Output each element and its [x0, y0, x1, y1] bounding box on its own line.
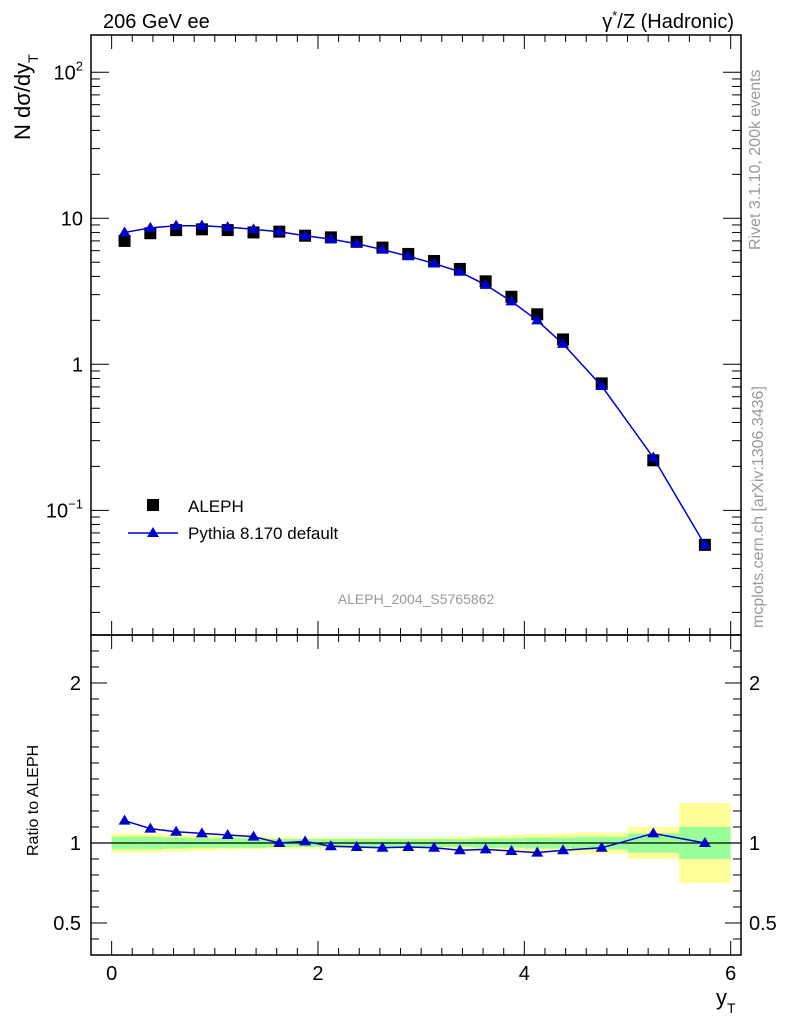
ratio-data-point — [118, 814, 131, 825]
main-y-tick-label: 10−1 — [46, 496, 83, 522]
legend-label-pythia: Pythia 8.170 default — [188, 524, 339, 543]
ratio-data-point — [273, 837, 286, 847]
mcplots-watermark: mcplots.cern.ch [arXiv:1306.3436] — [750, 386, 767, 628]
ratio-y-tick-label-right: 0.5 — [749, 913, 777, 935]
legend-label-aleph: ALEPH — [188, 497, 244, 516]
x-tick-label: 4 — [519, 963, 530, 985]
main-data-marks — [118, 219, 711, 551]
pythia-data-point — [595, 380, 608, 391]
ratio-data-point — [453, 844, 466, 855]
pythia-data-point — [505, 295, 518, 306]
ratio-y-axis-title: Ratio to ALEPH — [25, 745, 42, 856]
pythia-data-point — [531, 314, 544, 325]
pythia-data-point — [428, 257, 441, 268]
pythia-data-point — [647, 451, 660, 462]
ratio-data-point — [505, 845, 518, 855]
axes: 0 2 4 6 102 10 1 10−1 0.5 0.5 1 1 2 2 — [46, 34, 777, 985]
pythia-data-point — [479, 278, 492, 289]
x-axis-title: yT — [716, 985, 736, 1016]
ratio-y-tick-label-right: 2 — [749, 673, 760, 695]
ratio-frame — [90, 634, 742, 956]
ratio-uncertainty-bands — [91, 803, 741, 883]
main-frame — [90, 34, 742, 636]
ratio-data-point — [531, 846, 544, 857]
ratio-data-point — [428, 841, 441, 852]
ratio-data-point — [402, 841, 415, 851]
ratio-data-point — [299, 835, 312, 846]
pythia-data-point — [144, 221, 157, 232]
legend-marker-pythia — [147, 527, 159, 537]
ratio-y-tick-label-right: 1 — [749, 833, 760, 855]
analysis-watermark: ALEPH_2004_S5765862 — [338, 591, 495, 607]
aleph-data-point — [118, 234, 131, 247]
ratio-data-point — [170, 825, 183, 836]
ratio-y-tick-label: 1 — [70, 833, 81, 855]
pythia-data-point — [299, 229, 312, 240]
ratio-data-point — [698, 837, 711, 847]
pythia-data-point — [273, 225, 286, 236]
pythia-data-point — [376, 243, 389, 254]
ratio-data-point — [247, 830, 260, 841]
ratio-data-point — [376, 841, 389, 852]
main-y-axis-title: N dσ/dyT — [10, 54, 41, 140]
ratio-data-point — [647, 827, 660, 838]
ratio-data-point — [221, 829, 234, 839]
pythia-data-point — [170, 219, 183, 230]
x-tick-label: 0 — [106, 963, 117, 985]
ratio-y-tick-label: 2 — [70, 673, 81, 695]
ratio-data-point — [350, 841, 363, 851]
ratio-data-point — [595, 841, 608, 852]
pythia-data-point — [247, 223, 260, 234]
pythia-data-point — [324, 233, 337, 244]
legend: ALEPH Pythia 8.170 default — [128, 497, 339, 543]
x-tick-label: 2 — [312, 963, 323, 985]
main-y-tick-label: 102 — [54, 58, 83, 84]
pythia-data-point — [221, 221, 234, 232]
ratio-data-point — [557, 844, 570, 855]
header-energy-label: 206 GeV ee — [103, 11, 210, 33]
main-y-tick-label: 1 — [72, 354, 83, 376]
rivet-watermark: Rivet 3.1.10, 200k events — [747, 69, 764, 250]
ratio-data-point — [324, 840, 337, 851]
pythia-data-point — [118, 226, 131, 237]
ratio-data-point — [144, 822, 157, 833]
ratio-data-marks — [118, 814, 711, 857]
ratio-data-point — [195, 827, 208, 838]
header-process-label: γ*/Z (Hadronic) — [602, 8, 734, 33]
pythia-data-point — [195, 219, 208, 230]
pythia-data-point — [698, 538, 711, 549]
main-y-tick-label: 10 — [61, 208, 83, 230]
pythia-data-point — [453, 265, 466, 276]
pythia-data-point — [402, 250, 415, 261]
ratio-data-point — [479, 843, 492, 854]
pythia-data-point — [557, 337, 570, 348]
pythia-data-point — [350, 237, 363, 248]
ratio-y-tick-label: 0.5 — [53, 913, 81, 935]
legend-marker-aleph — [147, 499, 159, 511]
x-tick-label: 6 — [725, 963, 736, 985]
